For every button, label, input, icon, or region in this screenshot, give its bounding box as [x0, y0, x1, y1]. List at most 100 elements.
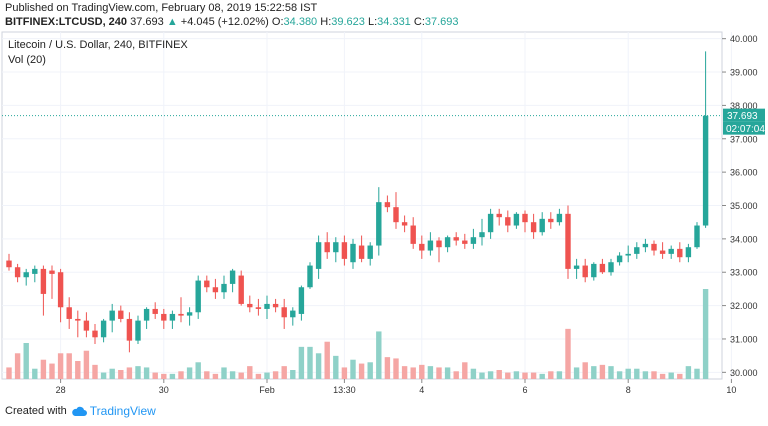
candle-body: [247, 303, 253, 308]
candle-body: [341, 242, 348, 259]
candle-body: [539, 218, 545, 233]
candle-body: [470, 237, 477, 244]
volume-bar: [83, 350, 90, 379]
change-up-icon: ▲: [166, 16, 178, 28]
created-with-label: Created with: [5, 405, 67, 417]
volume-bar: [642, 371, 649, 379]
candle-body: [659, 250, 666, 254]
candle-body: [169, 313, 176, 321]
volume-bar: [539, 373, 545, 379]
candle-body: [444, 237, 451, 248]
price-tick-label: 30.000: [730, 368, 758, 378]
volume-bar: [178, 371, 184, 379]
candle-body: [401, 222, 408, 226]
candle-body: [505, 217, 511, 226]
volume-bar: [677, 373, 683, 379]
price-chart[interactable]: 30.000 31.000 32.000 33.000 34.000 35.000 36.0…: [0, 30, 768, 396]
volume-bar: [75, 361, 81, 379]
candle-body: [75, 318, 81, 321]
symbol-label: BITFINEX:LTCUSD, 240: [5, 16, 128, 28]
candle-body: [195, 280, 201, 313]
time-tick-label: 28: [56, 385, 66, 395]
volume-bar: [444, 367, 451, 379]
volume-bar: [702, 289, 709, 379]
volume-bar: [427, 366, 434, 379]
time-tick-label: 30: [159, 385, 169, 395]
volume-bar: [358, 363, 365, 379]
volume-indicator-label: Vol (20): [8, 54, 46, 66]
candle-body: [315, 242, 322, 269]
volume-bar: [32, 368, 38, 379]
candle-body: [599, 263, 606, 273]
close-value: 37.693: [424, 16, 459, 28]
candle-body: [186, 312, 193, 316]
price-axis[interactable]: 30.000 31.000 32.000 33.000 34.000 35.000 36.0…: [722, 34, 758, 378]
countdown-label: 02:07:04: [726, 124, 765, 135]
volume-bar: [169, 373, 176, 379]
candle-body: [109, 310, 115, 321]
volume-bar: [143, 367, 150, 379]
low-value: 34.331: [377, 16, 411, 28]
candle-body: [608, 262, 614, 273]
candle-body: [522, 213, 528, 223]
candle-body: [616, 255, 623, 263]
tradingview-logo[interactable]: TradingView: [71, 404, 156, 418]
candle-body: [23, 272, 29, 278]
tradingview-brand: TradingView: [89, 404, 156, 418]
last-price-value: 37.693: [130, 16, 164, 28]
volume-bar: [109, 368, 115, 379]
volume-bar: [40, 359, 47, 379]
close-label: C:: [413, 16, 425, 28]
time-tick-label: Feb: [259, 385, 275, 395]
open-value: 34.380: [283, 16, 318, 28]
candle-body: [436, 240, 442, 248]
candle-body: [350, 243, 356, 263]
volume-bar: [195, 362, 201, 379]
candle-body: [92, 330, 98, 338]
candle-body: [6, 260, 12, 268]
last-price-label: 37.693: [727, 111, 758, 122]
time-axis[interactable]: 28 30 Feb 13:30 4 6 8 10: [56, 379, 737, 395]
candle-body: [668, 248, 674, 254]
published-note: Published on TradingView.com, February 0…: [5, 2, 318, 14]
volume-bar: [436, 367, 442, 379]
volume-bar: [616, 371, 623, 379]
candle-body: [290, 310, 296, 318]
volume-bar: [212, 373, 219, 379]
volume-bar: [6, 367, 12, 379]
volume-bar: [126, 367, 133, 379]
volume-bar: [393, 358, 399, 379]
volume-bar: [229, 371, 236, 379]
volume-bar: [350, 359, 356, 379]
open-label: O:: [271, 16, 284, 28]
candle-body: [634, 247, 640, 254]
candle-body: [272, 303, 279, 308]
candle-body: [281, 307, 287, 318]
price-tick-label: 31.000: [730, 334, 758, 344]
candle-body: [384, 202, 391, 208]
price-tick-label: 34.000: [730, 234, 758, 244]
candle-body: [298, 287, 305, 314]
volume-bar: [651, 371, 657, 379]
candle-body: [32, 268, 38, 274]
candle-body: [66, 307, 72, 319]
volume-bar: [281, 366, 287, 379]
volume-bar: [49, 363, 55, 379]
volume-bar: [23, 343, 29, 379]
volume-bar: [522, 372, 528, 379]
volume-bar: [453, 371, 459, 379]
candle-body: [419, 243, 425, 251]
candle-body: [83, 320, 90, 331]
volume-bar: [556, 371, 563, 379]
candle-body: [513, 213, 520, 226]
candle-body: [126, 318, 133, 341]
volume-bar: [264, 372, 270, 379]
candle-body: [548, 218, 554, 223]
volume-bar: [376, 331, 382, 379]
candles: [6, 51, 709, 353]
volume-bar: [221, 367, 227, 379]
candle-body: [212, 287, 219, 293]
volume-bar: [513, 371, 520, 379]
volume-bar: [659, 373, 666, 379]
volume-bar: [410, 367, 416, 379]
